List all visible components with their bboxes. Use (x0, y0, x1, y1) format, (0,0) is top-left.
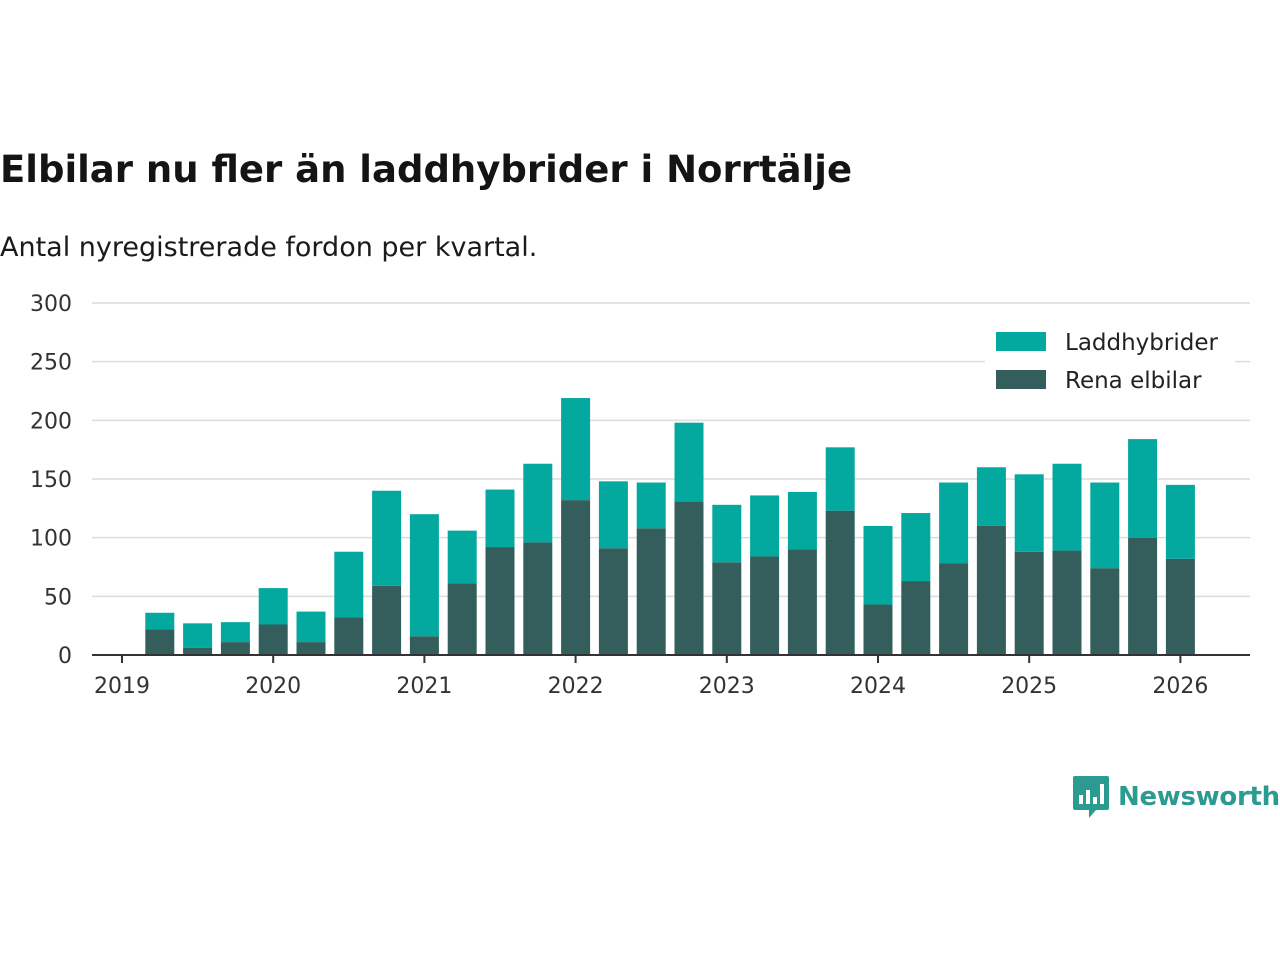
bar-rena-elbilar-2020-Q3 (334, 617, 364, 655)
legend-label: Rena elbilar (1065, 368, 1202, 394)
bar-laddhybrider-2020-Q2 (296, 611, 326, 643)
y-tick-label: 100 (30, 527, 72, 552)
bar-rena-elbilar-2025-Q4 (1128, 537, 1158, 655)
chart-subtitle: Antal nyregistrerade fordon per kvartal. (0, 232, 538, 263)
bar-rena-elbilar-2020-Q2 (296, 642, 326, 655)
x-tick-label: 2025 (1001, 674, 1057, 699)
bar-laddhybrider-2022-Q3 (636, 482, 666, 529)
bar-rena-elbilar-2021-Q4 (523, 542, 553, 655)
bar-laddhybrider-2021-Q1 (409, 514, 439, 637)
bar-laddhybrider-2025-Q3 (1090, 482, 1120, 569)
x-tick-label: 2022 (548, 674, 604, 699)
bar-rena-elbilar-2025-Q2 (1052, 550, 1082, 655)
bar-laddhybrider-2026-Q1 (1165, 484, 1195, 559)
bar-rena-elbilar-2024-Q2 (901, 581, 931, 655)
bar-laddhybrider-2024-Q1 (863, 525, 893, 605)
legend: Laddhybrider Rena elbilar (985, 322, 1235, 402)
brand: Newsworthy (1072, 775, 1280, 819)
y-tick-label: 150 (30, 468, 72, 493)
x-tick-label: 2021 (396, 674, 452, 699)
bar-laddhybrider-2020-Q3 (334, 551, 364, 618)
x-tick-label: 2023 (699, 674, 755, 699)
legend-swatch (996, 370, 1046, 389)
bar-rena-elbilar-2021-Q2 (447, 583, 477, 655)
bar-laddhybrider-2023-Q2 (750, 495, 780, 557)
y-tick-label: 50 (44, 585, 72, 610)
bar-laddhybrider-2025-Q2 (1052, 463, 1082, 551)
bar-laddhybrider-2020-Q1 (258, 588, 288, 625)
x-tick-label: 2020 (245, 674, 301, 699)
y-tick-label: 300 (30, 292, 72, 317)
y-tick-label: 200 (30, 409, 72, 434)
newsworthy-logo-icon (1073, 776, 1109, 818)
bars (145, 398, 1195, 655)
bar-laddhybrider-2021-Q3 (485, 489, 515, 548)
y-tick-label: 250 (30, 351, 72, 376)
bar-rena-elbilar-2022-Q1 (561, 500, 591, 655)
y-tick-label: 0 (58, 644, 72, 669)
bar-laddhybrider-2024-Q4 (976, 467, 1006, 526)
bar-rena-elbilar-2023-Q3 (787, 549, 817, 655)
bar-laddhybrider-2024-Q2 (901, 513, 931, 582)
bar-rena-elbilar-2021-Q3 (485, 547, 515, 655)
bar-laddhybrider-2023-Q4 (825, 447, 855, 511)
bar-rena-elbilar-2026-Q1 (1165, 558, 1195, 655)
chart-title: Elbilar nu fler än laddhybrider i Norrtä… (0, 148, 853, 191)
x-tick-label: 2019 (94, 674, 150, 699)
bar-rena-elbilar-2024-Q3 (939, 563, 969, 655)
bar-rena-elbilar-2022-Q3 (636, 528, 666, 655)
bar-laddhybrider-2019-Q3 (183, 623, 213, 648)
y-axis: 0 50 100 150 200 250 300 (30, 292, 72, 669)
brand-name: Newsworthy (1118, 782, 1280, 812)
bar-rena-elbilar-2022-Q2 (598, 548, 628, 655)
bar-laddhybrider-2022-Q2 (598, 481, 628, 549)
bar-rena-elbilar-2020-Q4 (372, 585, 402, 655)
bar-rena-elbilar-2025-Q3 (1090, 568, 1120, 655)
bar-laddhybrider-2021-Q4 (523, 463, 553, 543)
x-tick-label: 2026 (1152, 674, 1208, 699)
bar-laddhybrider-2019-Q2 (145, 612, 175, 630)
bar-laddhybrider-2025-Q4 (1128, 439, 1158, 538)
bar-laddhybrider-2023-Q3 (787, 491, 817, 550)
bar-laddhybrider-2020-Q4 (372, 490, 402, 586)
x-axis: 2019 2020 2021 2022 2023 2024 2025 2026 (92, 654, 1250, 699)
bar-laddhybrider-2024-Q3 (939, 482, 969, 564)
bar-rena-elbilar-2023-Q1 (712, 562, 742, 655)
legend-swatch (996, 332, 1046, 351)
bar-laddhybrider-2019-Q4 (220, 622, 250, 643)
bar-rena-elbilar-2020-Q1 (258, 624, 288, 655)
x-tick-label: 2024 (850, 674, 906, 699)
bar-laddhybrider-2022-Q4 (674, 422, 704, 502)
legend-label: Laddhybrider (1065, 330, 1218, 356)
bar-rena-elbilar-2019-Q4 (220, 642, 250, 655)
bar-rena-elbilar-2022-Q4 (674, 501, 704, 655)
bar-laddhybrider-2025-Q1 (1014, 474, 1044, 552)
bar-rena-elbilar-2023-Q2 (750, 556, 780, 655)
bar-rena-elbilar-2024-Q4 (976, 525, 1006, 655)
bar-rena-elbilar-2021-Q1 (409, 636, 439, 655)
bar-rena-elbilar-2019-Q3 (183, 647, 213, 655)
bar-laddhybrider-2023-Q1 (712, 504, 742, 563)
bar-rena-elbilar-2023-Q4 (825, 510, 855, 655)
bar-rena-elbilar-2024-Q1 (863, 604, 893, 655)
bar-rena-elbilar-2025-Q1 (1014, 551, 1044, 655)
bar-rena-elbilar-2019-Q2 (145, 629, 175, 655)
bar-laddhybrider-2021-Q2 (447, 530, 477, 584)
bar-laddhybrider-2022-Q1 (561, 398, 591, 501)
